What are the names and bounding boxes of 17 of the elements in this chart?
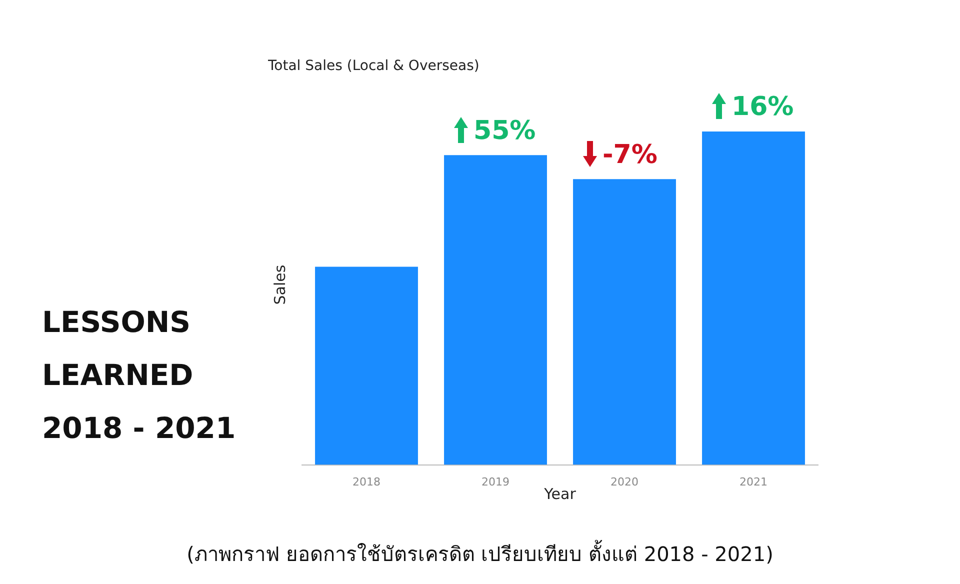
text: (ภาพกราฟ ยอดการใช้บัตรเครดิต เปรียบเทียบ ตั้งแต่ 2018 - 2021) <box>186 538 774 568</box>
bar <box>702 131 805 465</box>
bar <box>573 179 676 465</box>
x-tick-label: 2020 <box>610 475 638 488</box>
y-axis-title: Sales <box>270 264 289 305</box>
text: 2018 - 2021 <box>42 410 237 447</box>
bar <box>315 266 418 465</box>
annotation: 55% <box>474 116 536 146</box>
annotation: -7% <box>602 140 658 170</box>
text: LESSONS LEARNED <box>42 304 194 394</box>
x-tick-label: 2021 <box>740 475 768 488</box>
x-tick-label: 2019 <box>482 475 510 488</box>
x-axis-title: Year <box>543 484 577 503</box>
x-tick-label: 2018 <box>352 475 380 488</box>
chart-title: Total Sales (Local & Overseas) <box>267 58 480 74</box>
annotation: 16% <box>732 92 794 122</box>
bar <box>444 155 547 465</box>
